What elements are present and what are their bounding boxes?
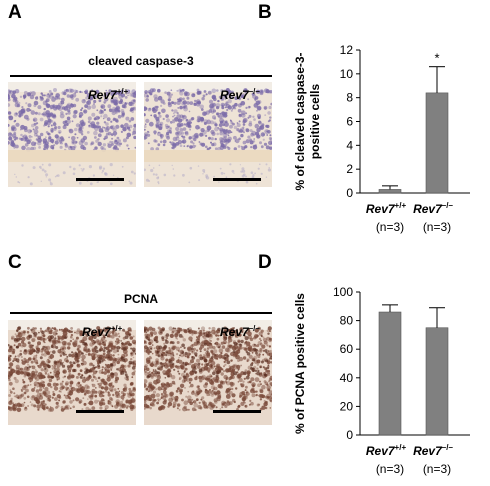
panel-a-title-rule — [10, 75, 272, 77]
panel-c-title-rule — [10, 312, 272, 314]
genotype-label-c-knockout: Rev7–/– — [220, 324, 260, 339]
panel-letter-a: A — [8, 2, 22, 23]
micrograph-c-knockout — [144, 320, 272, 425]
chart-b-category-n: (n=3) — [376, 220, 404, 234]
scale-bar-c-knockout — [213, 410, 261, 413]
chart-d-ytick-label: 20 — [340, 399, 354, 413]
chart-d-category-label: Rev7+/+ — [366, 443, 407, 458]
tissue-texture — [144, 320, 272, 425]
chart-b-ytick-label: 2 — [346, 162, 353, 176]
chart-b-category-label: Rev7+/+ — [366, 201, 407, 216]
chart-b-category-n: (n=3) — [423, 220, 451, 234]
chart-b-ytick-label: 10 — [340, 67, 354, 81]
chart-b-ytick-label: 8 — [346, 91, 353, 105]
chart-d-ytick-label: 0 — [346, 428, 353, 442]
chart-d-ylabel-line: % of PCNA positive cells — [293, 293, 307, 434]
panel-letter-d: D — [258, 252, 272, 273]
chart-d-pcna: % of PCNA positive cells 0 20 40 60 80 100 Rev7… — [293, 285, 470, 476]
chart-d-bar — [425, 327, 449, 436]
genotype-label-a-wildtype: Rev7+/+ — [88, 87, 129, 102]
chart-d-ytick-label: 100 — [333, 285, 353, 299]
chart-d-category-label: Rev7–/– — [413, 443, 453, 458]
chart-b-ytick-label: 0 — [346, 186, 353, 200]
chart-b-significance-star: * — [434, 51, 439, 66]
chart-d-bar — [378, 311, 402, 436]
scale-bar-a-knockout — [213, 178, 261, 181]
chart-b-caspase: % of cleaved caspase-3- positive cells 0 2 4… — [293, 43, 470, 234]
panel-letter-c: C — [8, 252, 22, 273]
tissue-texture — [8, 320, 136, 425]
chart-d-category-n: (n=3) — [423, 462, 451, 476]
micrograph-c-wildtype — [8, 320, 136, 425]
panel-letter-b: B — [258, 2, 272, 23]
panel-a-title: cleaved caspase-3 — [88, 54, 194, 68]
scale-bar-a-wildtype — [76, 178, 124, 181]
chart-d-category-n: (n=3) — [376, 462, 404, 476]
genotype-label-c-wildtype: Rev7+/+ — [82, 324, 123, 339]
tissue-texture — [8, 82, 136, 187]
micrograph-a-wildtype — [8, 82, 136, 187]
chart-b-bar — [378, 189, 402, 194]
chart-d-ytick-label: 40 — [340, 371, 354, 385]
tissue-texture — [144, 82, 272, 187]
scale-bar-c-wildtype — [76, 410, 124, 413]
chart-d-ytick-label: 80 — [340, 314, 354, 328]
chart-b-ytick-label: 6 — [346, 115, 353, 129]
chart-b-category-label: Rev7–/– — [413, 201, 453, 216]
chart-b-ytick-label: 4 — [346, 138, 353, 152]
chart-b-ylabel-line: positive cells — [308, 83, 322, 159]
chart-d-ytick-label: 60 — [340, 342, 354, 356]
chart-b-bar — [425, 92, 449, 194]
genotype-label-a-knockout: Rev7–/– — [220, 87, 260, 102]
chart-b-ylabel-line: % of cleaved caspase-3- — [293, 52, 307, 190]
chart-b-ytick-label: 12 — [340, 43, 354, 57]
micrograph-a-knockout — [144, 82, 272, 187]
panel-c-title: PCNA — [123, 292, 158, 306]
